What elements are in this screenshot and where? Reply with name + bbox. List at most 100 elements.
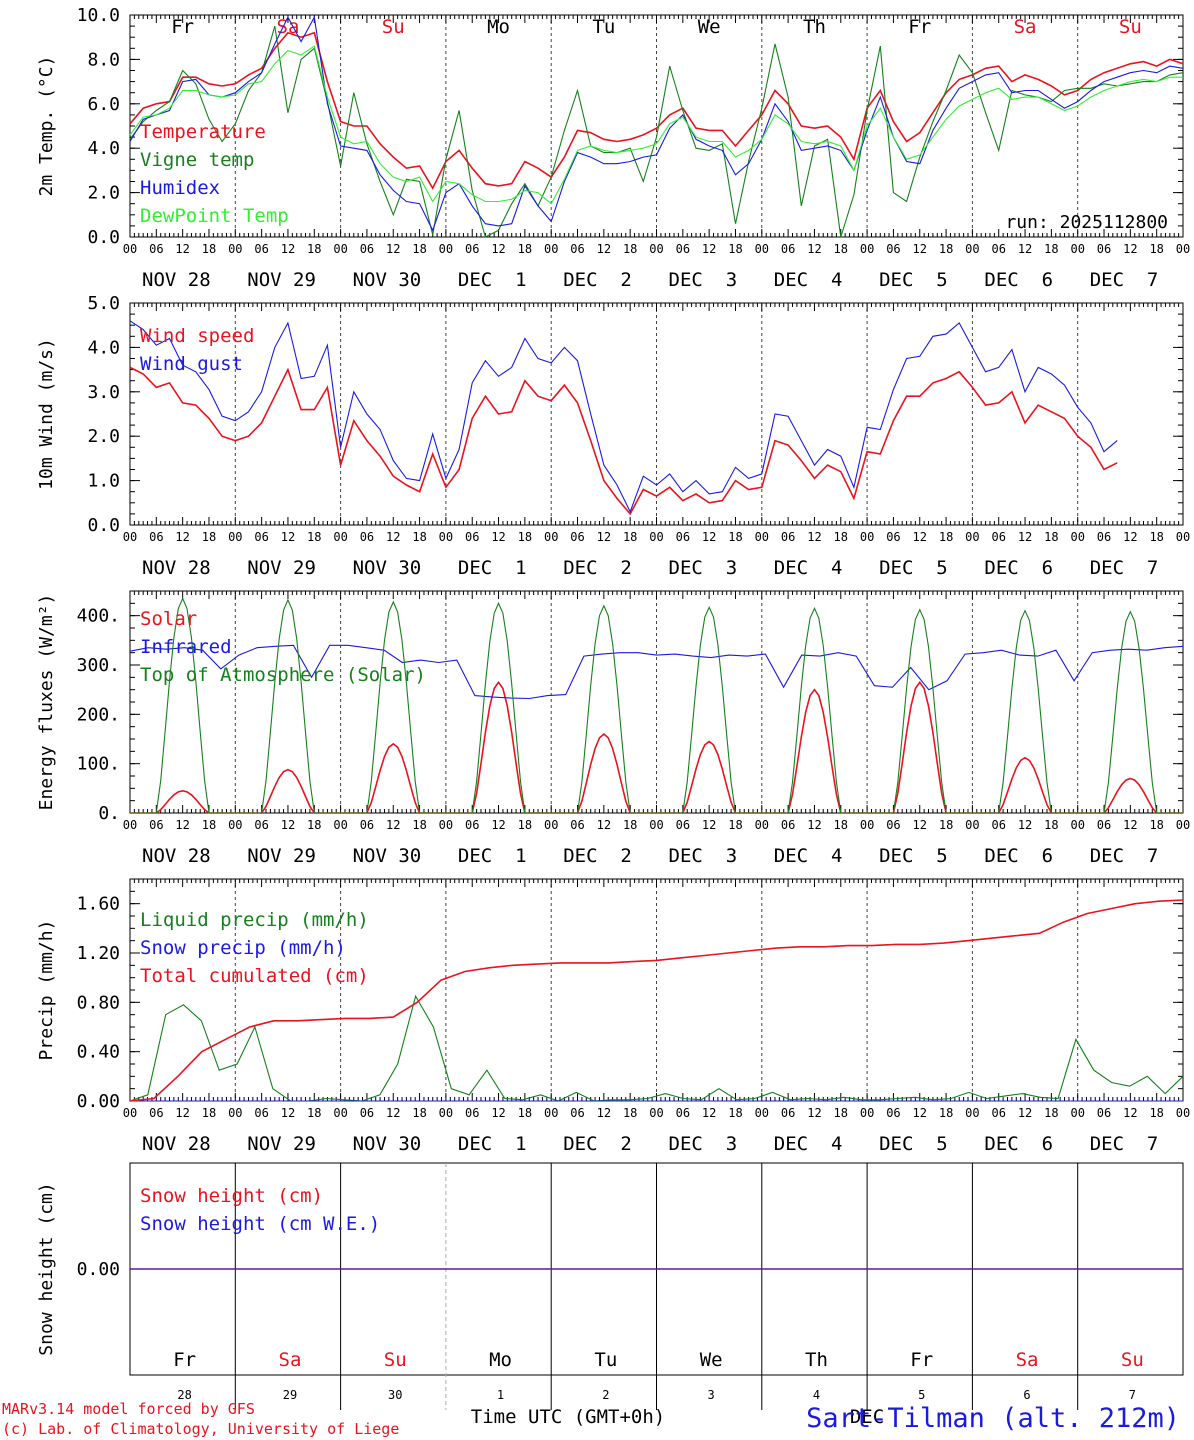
hour-label: 06 <box>676 530 690 544</box>
date-label: DEC 3 <box>669 845 738 867</box>
hour-label: 18 <box>1044 530 1058 544</box>
series-line-1-1 <box>129 320 1118 514</box>
date-label: DEC 5 <box>879 1133 948 1155</box>
legend-entry: Infrared <box>140 636 232 658</box>
weekday-label-top: Tu <box>592 16 615 38</box>
hour-label: 18 <box>412 242 426 256</box>
hour-label: 18 <box>834 818 848 832</box>
date-label: DEC 7 <box>1090 557 1159 579</box>
hour-label: 18 <box>939 242 953 256</box>
day-number-label: 30 <box>388 1388 402 1402</box>
hour-label: 18 <box>939 1106 953 1120</box>
y-tick-label: 0.40 <box>77 1042 120 1063</box>
hour-label: 18 <box>1044 1106 1058 1120</box>
hour-label: 00 <box>1176 1106 1190 1120</box>
hour-label: 00 <box>965 242 979 256</box>
date-label: DEC 3 <box>669 1133 738 1155</box>
hour-label: 06 <box>149 818 163 832</box>
y-tick-label: 1.20 <box>77 943 120 964</box>
hour-label: 06 <box>886 242 900 256</box>
series-line-0-3 <box>129 45 1183 205</box>
weekday-label-top: Sa <box>1014 16 1037 38</box>
hour-label: 12 <box>1123 1106 1137 1120</box>
hour-label: 00 <box>649 530 663 544</box>
day-number-label: 3 <box>708 1388 715 1402</box>
day-number-label: 2 <box>602 1388 609 1402</box>
hour-label: 06 <box>465 530 479 544</box>
legend-entry: Solar <box>140 608 197 630</box>
date-label: DEC 4 <box>774 845 843 867</box>
weekday-label-bottom: Th <box>805 1349 828 1371</box>
hour-label: 06 <box>781 818 795 832</box>
hour-label: 00 <box>123 242 137 256</box>
hour-label: 12 <box>1018 530 1032 544</box>
hour-label: 00 <box>755 1106 769 1120</box>
hour-label: 06 <box>570 242 584 256</box>
hour-label: 18 <box>412 818 426 832</box>
hour-label: 12 <box>1018 242 1032 256</box>
hour-label: 12 <box>597 1106 611 1120</box>
y-tick-label: 0.0 <box>87 515 120 536</box>
date-label: DEC 7 <box>1090 845 1159 867</box>
hour-label: 18 <box>623 818 637 832</box>
hour-label: 12 <box>175 1106 189 1120</box>
legend-entry: Top of Atmosphere (Solar) <box>140 664 426 686</box>
hour-label: 18 <box>1044 242 1058 256</box>
hour-label: 06 <box>149 1106 163 1120</box>
date-label: DEC 3 <box>669 269 738 291</box>
y-tick-label: 3.0 <box>87 382 120 403</box>
hour-label: 00 <box>228 242 242 256</box>
hour-label: 12 <box>1123 242 1137 256</box>
hour-label: 06 <box>781 242 795 256</box>
weekday-label-bottom: Fr <box>910 1349 933 1371</box>
hour-label: 18 <box>1044 818 1058 832</box>
hour-label: 18 <box>202 1106 216 1120</box>
series-line-3-2 <box>129 899 1184 1102</box>
hour-label: 06 <box>1097 1106 1111 1120</box>
date-label: NOV 30 <box>353 1133 422 1155</box>
hour-label: 06 <box>360 530 374 544</box>
hour-label: 12 <box>175 818 189 832</box>
y-tick-label: 0.00 <box>77 1259 120 1280</box>
hour-label: 18 <box>623 242 637 256</box>
date-label: NOV 30 <box>353 269 422 291</box>
day-number-label: 7 <box>1129 1388 1136 1402</box>
hour-label: 18 <box>518 818 532 832</box>
hour-label: 06 <box>1097 242 1111 256</box>
hour-label: 18 <box>623 530 637 544</box>
hour-label: 00 <box>1176 530 1190 544</box>
hour-label: 18 <box>412 1106 426 1120</box>
day-number-label: 29 <box>283 1388 297 1402</box>
weekday-label-top: Su <box>382 16 405 38</box>
month-label: DEC <box>850 1406 884 1428</box>
legend-entry: Temperature <box>140 121 266 143</box>
legend-entry: Snow precip (mm/h) <box>140 937 346 959</box>
date-label: DEC 2 <box>563 845 632 867</box>
date-label: DEC 1 <box>458 845 527 867</box>
hour-label: 00 <box>860 242 874 256</box>
hour-label: 12 <box>702 1106 716 1120</box>
hour-label: 18 <box>728 242 742 256</box>
y-tick-label: 200. <box>77 704 120 725</box>
date-label: NOV 29 <box>247 845 316 867</box>
hour-label: 18 <box>939 530 953 544</box>
date-label: DEC 6 <box>984 845 1053 867</box>
hour-label: 00 <box>860 530 874 544</box>
hour-label: 00 <box>544 818 558 832</box>
y-axis-label: Snow height (cm) <box>36 1182 57 1355</box>
weekday-label-bottom: Su <box>384 1349 407 1371</box>
hour-label: 00 <box>439 1106 453 1120</box>
legend-entry: Liquid precip (mm/h) <box>140 909 369 931</box>
hour-label: 12 <box>281 1106 295 1120</box>
hour-label: 12 <box>597 818 611 832</box>
y-tick-label: 300. <box>77 655 120 676</box>
y-tick-label: 6.0 <box>87 94 120 115</box>
legend-entry: Snow height (cm) <box>140 1185 323 1207</box>
hour-label: 12 <box>702 242 716 256</box>
date-label: DEC 7 <box>1090 1133 1159 1155</box>
weekday-label-bottom: Sa <box>1016 1349 1039 1371</box>
weekday-label-top: Mo <box>487 16 510 38</box>
hour-label: 00 <box>439 242 453 256</box>
y-tick-label: 0. <box>98 803 120 824</box>
